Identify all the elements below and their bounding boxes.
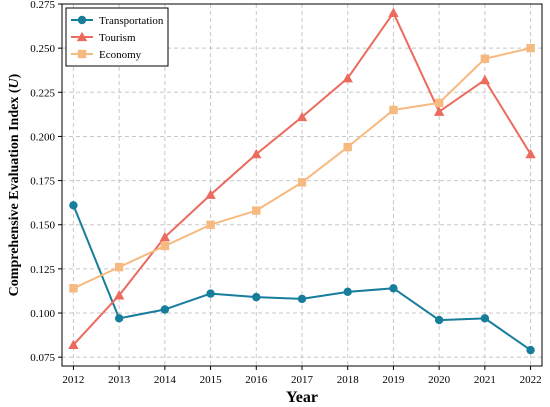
x-tick-label: 2022 [520, 374, 542, 386]
data-point-transportation [114, 314, 124, 323]
data-point-economy [206, 220, 215, 229]
y-tick-label: 0.100 [30, 308, 55, 320]
data-point-economy [389, 105, 398, 115]
y-tick-label: 0.175 [30, 176, 55, 188]
data-point-transportation [206, 289, 215, 298]
x-tick-label: 2020 [428, 374, 451, 386]
data-point-tourism [296, 111, 308, 122]
y-axis-title: Comprehensive Evaluation Index (U) [7, 73, 22, 296]
data-point-transportation [343, 287, 352, 297]
data-point-transportation [526, 345, 535, 355]
data-point-transportation [480, 314, 490, 323]
data-point-tourism [68, 339, 79, 349]
legend-label: Economy [99, 49, 142, 61]
x-axis-title: Year [286, 389, 318, 406]
legend-item-transportation: Transportation [71, 15, 164, 27]
series-layer [68, 7, 536, 355]
data-point-transportation [160, 305, 170, 314]
data-point-tourism [388, 7, 399, 17]
data-point-tourism [479, 74, 491, 85]
data-point-economy [160, 241, 170, 251]
data-point-economy [434, 98, 444, 108]
legend-marker [77, 15, 87, 25]
x-tick-label: 2018 [337, 374, 360, 386]
data-point-tourism [342, 72, 353, 83]
x-tick-label: 2016 [245, 374, 268, 386]
x-tick-label: 2012 [62, 374, 84, 386]
data-point-transportation [434, 315, 444, 325]
data-point-transportation [69, 201, 78, 210]
data-point-economy [69, 284, 78, 293]
legend-label: Transportation [99, 15, 164, 27]
data-point-economy [526, 43, 535, 53]
y-tick-label: 0.275 [30, 0, 55, 11]
data-point-transportation [252, 292, 261, 302]
data-point-economy [252, 206, 261, 215]
legend-marker [77, 49, 87, 59]
legend-marker [76, 31, 88, 42]
y-tick-label: 0.200 [30, 131, 55, 143]
y-tick-label: 0.125 [30, 264, 55, 276]
data-point-tourism [113, 290, 125, 300]
data-point-economy [343, 142, 352, 152]
series-tourism [68, 7, 536, 349]
series-economy [69, 43, 535, 293]
x-tick-label: 2014 [154, 374, 177, 386]
x-tick-label: 2017 [291, 374, 314, 386]
y-tick-label: 0.250 [30, 43, 55, 55]
ticks: 2012 2013 2014 2015 2016 2017 2018 2019 2020 2021… [30, 0, 541, 386]
legend-label: Tourism [99, 32, 136, 44]
data-point-tourism [159, 231, 171, 242]
data-point-transportation [297, 294, 307, 304]
legend: Transportation Tourism Economy [65, 7, 169, 67]
data-point-tourism [205, 189, 216, 199]
data-point-economy [480, 54, 490, 63]
x-tick-label: 2021 [474, 374, 496, 386]
y-tick-label: 0.075 [30, 352, 55, 364]
x-tick-label: 2015 [200, 374, 223, 386]
data-point-tourism [251, 148, 262, 159]
data-point-economy [114, 262, 124, 272]
data-point-transportation [389, 284, 398, 293]
legend-item-tourism: Tourism [71, 31, 136, 44]
data-point-tourism [433, 106, 445, 116]
legend-item-economy: Economy [71, 49, 142, 61]
x-tick-label: 2013 [108, 374, 131, 386]
series-transportation [69, 201, 535, 355]
data-point-tourism [525, 148, 536, 159]
data-point-economy [297, 178, 307, 187]
y-tick-label: 0.225 [30, 87, 55, 99]
x-tick-label: 2019 [382, 374, 405, 386]
y-tick-label: 0.150 [30, 220, 55, 232]
